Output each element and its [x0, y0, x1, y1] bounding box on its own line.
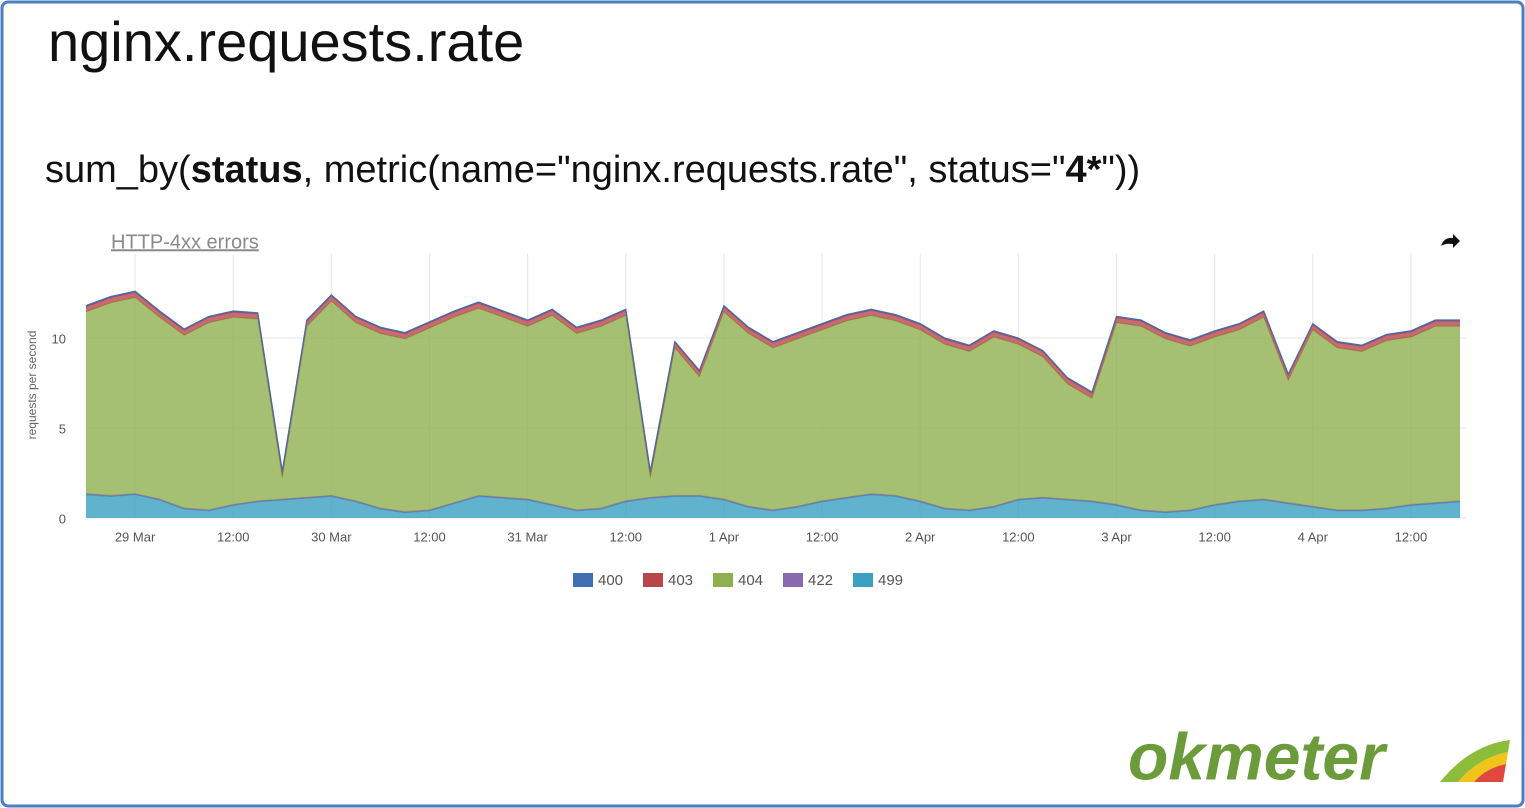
- x-tick-label: 1 Apr: [709, 529, 740, 544]
- area-edge: [85, 290, 1460, 472]
- query: sum_by(status, metric(name="nginx.reques…: [45, 149, 1140, 191]
- legend-label[interactable]: 499: [878, 572, 903, 589]
- x-tick-label: 30 Mar: [311, 529, 352, 544]
- query-part: sum_by(: [45, 149, 191, 191]
- x-tick-label: 29 Mar: [115, 529, 156, 544]
- x-tick-label: 12:00: [806, 529, 839, 544]
- slide-title: nginx.requests.rate: [48, 10, 524, 73]
- x-tick-label: 31 Mar: [507, 529, 548, 544]
- x-tick-label: 12:00: [1395, 529, 1428, 544]
- y-axis-label: requests per second: [25, 331, 39, 440]
- plot: 29 Mar 12:00 30 Mar 12:00 31 Mar 12:00 1 Apr 12…: [52, 254, 1466, 544]
- x-tick-label: 12:00: [1198, 529, 1231, 544]
- x-tick-label: 3 Apr: [1101, 529, 1132, 544]
- area: [86, 493, 1460, 513]
- query-part: 4*: [1065, 149, 1101, 191]
- x-tick-label: 4 Apr: [1298, 529, 1329, 544]
- y-tick-label: 5: [59, 421, 66, 436]
- legend-label[interactable]: 403: [668, 572, 693, 589]
- x-tick-label: 12:00: [610, 529, 643, 544]
- y-tick-label: 10: [52, 331, 66, 346]
- legend-label[interactable]: 404: [738, 572, 763, 589]
- legend-swatch[interactable]: [713, 573, 733, 587]
- logo-text: okmeter: [1128, 719, 1388, 793]
- legend-label[interactable]: 422: [808, 572, 833, 589]
- x-tick-label: 12:00: [413, 529, 446, 544]
- chart-title[interactable]: HTTP-4xx errors: [111, 231, 259, 253]
- share-icon[interactable]: [1441, 234, 1460, 248]
- x-tick-label: 12:00: [217, 529, 250, 544]
- legend-swatch[interactable]: [573, 573, 593, 587]
- legend-label[interactable]: 400: [598, 572, 623, 589]
- legend: 400 403 404 422 499: [573, 572, 903, 589]
- area: [86, 494, 1460, 518]
- x-tick-label: 12:00: [1002, 529, 1035, 544]
- x-tick-label: 2 Apr: [905, 529, 936, 544]
- legend-swatch[interactable]: [853, 573, 873, 587]
- legend-swatch[interactable]: [783, 573, 803, 587]
- legend-swatch[interactable]: [643, 573, 663, 587]
- query-part: , metric(name="nginx.requests.rate", sta…: [303, 149, 1066, 191]
- area: [86, 297, 1460, 512]
- logo-mark: [1440, 740, 1510, 782]
- query-part: ")): [1101, 149, 1140, 191]
- y-tick-label: 0: [59, 511, 66, 526]
- query-part: status: [191, 149, 303, 191]
